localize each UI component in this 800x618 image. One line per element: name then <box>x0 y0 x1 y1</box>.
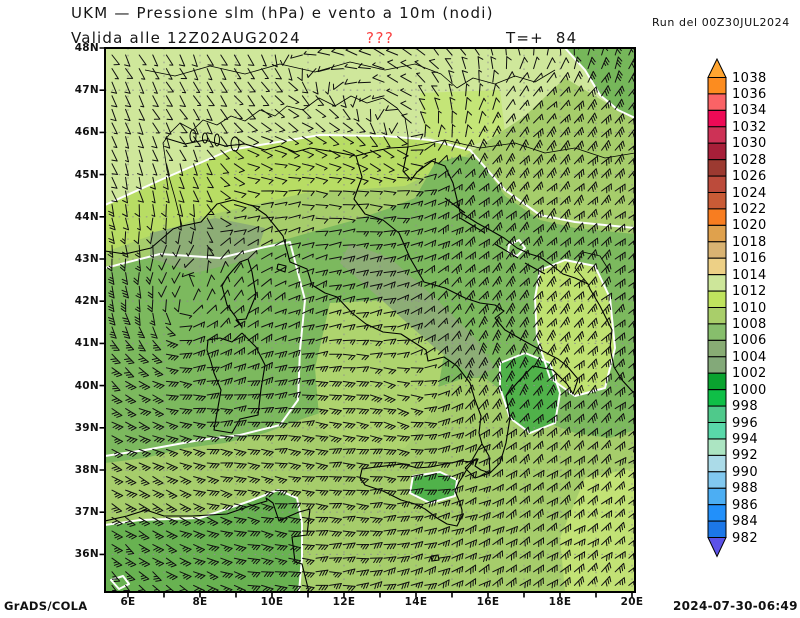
run-label: Run del 00Z30JUL2024 <box>652 16 790 29</box>
wind-barbs <box>106 48 635 592</box>
lat-tick-label: 39N <box>74 422 99 434</box>
colorbar-segment <box>707 389 727 407</box>
region-bright-patch <box>420 90 505 148</box>
colorbar-label: 1010 <box>732 301 767 316</box>
colorbar-segment <box>707 208 727 226</box>
page-title: UKM — Pressione slm (hPa) e vento a 10m … <box>71 4 494 22</box>
colorbar-segment <box>707 290 727 309</box>
region-ne-dark <box>565 48 635 118</box>
lat-tick-label: 44N <box>74 211 99 223</box>
colorbar-label: 1012 <box>732 284 767 299</box>
colorbar-label: 1002 <box>732 366 767 381</box>
colorbar-label: 988 <box>732 481 759 496</box>
colorbar-label: 1008 <box>732 317 767 332</box>
lon-tick-label: 14E <box>404 596 428 608</box>
colorbar-label: 996 <box>732 416 759 431</box>
colorbar-segment <box>707 504 727 522</box>
timestamp-text: 2024-07-30-06:49 <box>673 599 798 613</box>
region-africa-dark <box>105 490 302 592</box>
warning-text: ??? <box>366 29 395 47</box>
colorbar <box>707 57 727 558</box>
lat-tick-label: 48N <box>74 42 99 54</box>
colorbar-segment <box>707 372 727 391</box>
colorbar-arrow-top <box>707 57 727 78</box>
region-blob-albania <box>500 353 560 433</box>
valid-time-label: Valida alle 12Z02AUG2024 <box>71 29 301 47</box>
map-frame <box>104 47 636 593</box>
colorbar-segment <box>707 323 727 341</box>
colorbar-segment <box>707 520 727 538</box>
colorbar-label: 986 <box>732 498 759 513</box>
colorbar-segment <box>707 438 727 456</box>
lon-tick-label: 10E <box>260 596 284 608</box>
colorbar-label: 1020 <box>732 218 767 233</box>
colorbar-label: 1034 <box>732 103 767 118</box>
colorbar-label: 1038 <box>732 71 767 86</box>
lat-tick-label: 45N <box>74 169 99 181</box>
colorbar-segment <box>707 93 727 111</box>
lat-tick-label: 46N <box>74 126 99 138</box>
lon-tick-label: 18E <box>548 596 572 608</box>
lat-tick-label: 40N <box>74 380 99 392</box>
colorbar-segment <box>707 422 727 440</box>
colorbar-label: 982 <box>732 531 759 546</box>
colorbar-label: 1024 <box>732 186 767 201</box>
colorbar-segment <box>707 454 727 473</box>
lat-tick-label: 41N <box>74 337 99 349</box>
colorbar-label: 992 <box>732 448 759 463</box>
colorbar-label: 1014 <box>732 268 767 283</box>
lon-tick-label: 8E <box>192 596 208 608</box>
lead-time-label: T=+ 84 <box>506 29 578 47</box>
colorbar-label: 1004 <box>732 350 767 365</box>
lon-tick-label: 12E <box>332 596 356 608</box>
colorbar-segment <box>707 274 727 292</box>
lat-tick-label: 47N <box>74 84 99 96</box>
colorbar-segment <box>707 339 727 358</box>
colorbar-segment <box>707 257 727 276</box>
colorbar-segment <box>707 241 727 259</box>
lat-tick-label: 42N <box>74 295 99 307</box>
colorbar-segment <box>707 224 727 243</box>
colorbar-segment <box>707 307 727 325</box>
colorbar-segment <box>707 487 727 506</box>
colorbar-segment <box>707 142 727 161</box>
colorbar-label: 1032 <box>732 120 767 135</box>
colorbar-segment <box>707 159 727 177</box>
colorbar-segment <box>707 405 727 424</box>
colorbar-label: 1022 <box>732 202 767 217</box>
colorbar-segment <box>707 471 727 489</box>
colorbar-segment <box>707 356 727 374</box>
credit-text: GrADS/COLA <box>4 599 88 613</box>
colorbar-label: 994 <box>732 432 759 447</box>
colorbar-label: 990 <box>732 465 759 480</box>
lat-tick-label: 37N <box>74 506 99 518</box>
axis-ticks <box>99 47 633 598</box>
lon-tick-label: 16E <box>476 596 500 608</box>
colorbar-label: 1026 <box>732 169 767 184</box>
colorbar-label: 1000 <box>732 383 767 398</box>
region-se-bright <box>560 468 635 592</box>
colorbar-label: 1018 <box>732 235 767 250</box>
colorbar-segment <box>707 192 727 210</box>
colorbar-label: 1036 <box>732 87 767 102</box>
colorbar-segment <box>707 77 727 95</box>
lat-tick-label: 43N <box>74 253 99 265</box>
lat-tick-label: 38N <box>74 464 99 476</box>
lon-tick-label: 20E <box>620 596 644 608</box>
colorbar-segment <box>707 175 727 194</box>
lon-tick-label: 6E <box>120 596 136 608</box>
colorbar-label: 998 <box>732 399 759 414</box>
colorbar-label: 1028 <box>732 153 767 168</box>
colorbar-label: 984 <box>732 514 759 529</box>
colorbar-label: 1030 <box>732 136 767 151</box>
colorbar-segment <box>707 109 727 128</box>
colorbar-segment <box>707 126 727 144</box>
colorbar-arrow-bottom <box>707 537 727 558</box>
region-s-adriatic <box>535 260 615 396</box>
colorbar-label: 1016 <box>732 251 767 266</box>
lat-tick-label: 36N <box>74 548 99 560</box>
colorbar-label: 1006 <box>732 333 767 348</box>
